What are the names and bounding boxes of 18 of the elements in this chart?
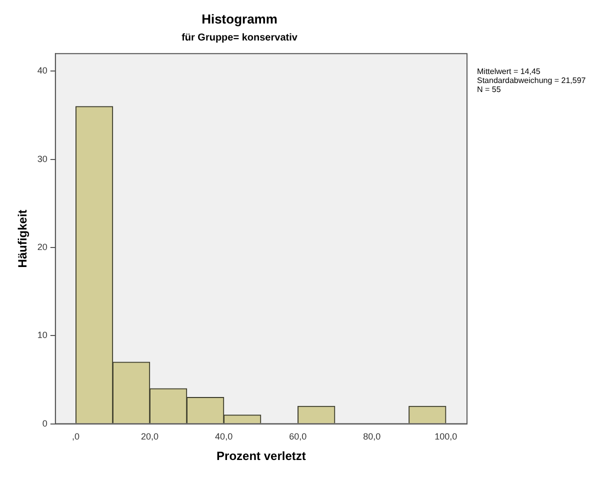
x-tick-label: 40,0 bbox=[215, 432, 233, 442]
text: Mittelwert = 14,45 bbox=[477, 66, 541, 76]
x-tick-label: 20,0 bbox=[141, 432, 159, 442]
x-tick-label: 80,0 bbox=[363, 432, 381, 442]
y-tick-label: 30 bbox=[37, 154, 48, 164]
y-tick-label: 10 bbox=[37, 330, 48, 340]
x-tick-label: 100,0 bbox=[434, 432, 458, 442]
text: Standardabweichung = 21,597 bbox=[477, 76, 586, 85]
y-tick-label: 40 bbox=[37, 66, 48, 76]
y-axis-title: Häufigkeit bbox=[16, 210, 30, 268]
x-axis-title: Prozent verletzt bbox=[216, 449, 306, 464]
y-tick-label: 20 bbox=[37, 242, 48, 252]
chart-subtitle: für Gruppe= konservativ bbox=[182, 32, 298, 44]
x-tick-label: 60,0 bbox=[289, 432, 307, 442]
chart-title: Histogramm bbox=[202, 11, 278, 26]
y-tick-label: 0 bbox=[42, 418, 48, 428]
x-tick-label: ,0 bbox=[72, 432, 80, 442]
text: N = 55 bbox=[477, 84, 502, 94]
